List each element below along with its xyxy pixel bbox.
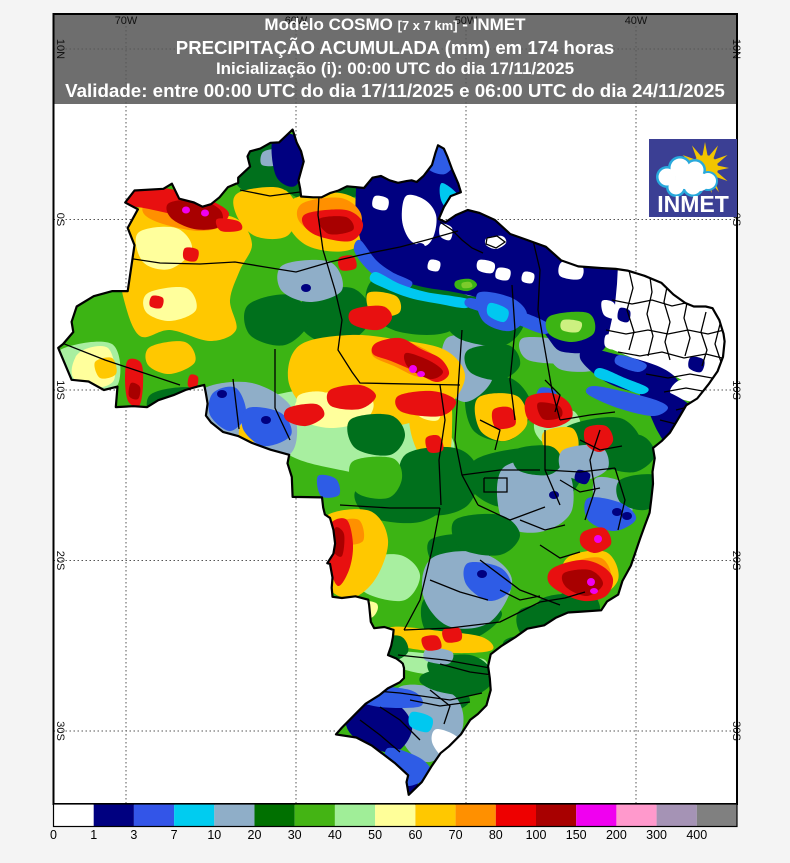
svg-text:7: 7 — [171, 828, 178, 842]
svg-text:0S: 0S — [54, 213, 66, 226]
svg-text:3: 3 — [130, 828, 137, 842]
svg-text:30S: 30S — [54, 721, 66, 741]
svg-text:50: 50 — [368, 828, 382, 842]
svg-text:40: 40 — [328, 828, 342, 842]
svg-text:10N: 10N — [54, 39, 66, 59]
svg-text:200: 200 — [606, 828, 627, 842]
svg-text:30: 30 — [288, 828, 302, 842]
svg-text:60W: 60W — [285, 15, 308, 27]
svg-text:10S: 10S — [54, 380, 66, 400]
svg-text:1: 1 — [90, 828, 97, 842]
svg-text:INMET: INMET — [657, 191, 729, 217]
svg-text:20: 20 — [248, 828, 262, 842]
svg-text:100: 100 — [526, 828, 547, 842]
svg-text:50W: 50W — [455, 15, 478, 27]
svg-text:80: 80 — [489, 828, 503, 842]
svg-text:20S: 20S — [54, 551, 66, 571]
svg-text:150: 150 — [566, 828, 587, 842]
svg-text:40W: 40W — [625, 15, 648, 27]
svg-text:300: 300 — [646, 828, 667, 842]
svg-text:10: 10 — [207, 828, 221, 842]
svg-text:70: 70 — [449, 828, 463, 842]
svg-text:70W: 70W — [115, 15, 138, 27]
svg-text:400: 400 — [686, 828, 707, 842]
svg-text:60: 60 — [408, 828, 422, 842]
svg-text:0: 0 — [50, 828, 57, 842]
